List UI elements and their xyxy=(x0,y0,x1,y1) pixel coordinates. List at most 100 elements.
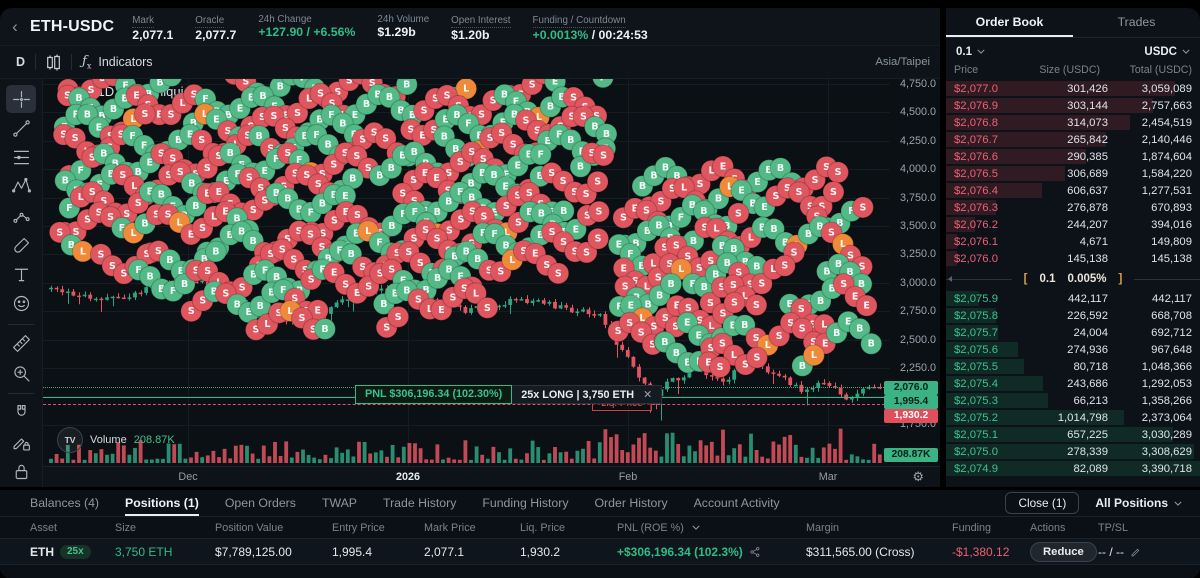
header-pnl-roe-[interactable]: PNL (ROE %) xyxy=(617,522,806,534)
price-axis-label: 4,000.0 xyxy=(899,163,936,176)
trend-line-icon xyxy=(12,120,30,137)
tool-ruler[interactable] xyxy=(6,330,36,358)
emoji-icon xyxy=(13,296,29,312)
timezone-label[interactable]: Asia/Taipei xyxy=(875,56,930,68)
text-icon xyxy=(14,268,28,282)
position-row[interactable]: ETH 25x 3,750 ETH $7,789,125.00 1,995.4 … xyxy=(0,538,1200,565)
tradingview-logo[interactable]: TV xyxy=(57,427,83,453)
tool-forecast[interactable] xyxy=(6,202,36,230)
zoom-in-icon xyxy=(13,366,30,382)
positions-tabs: Balances (4) Positions (1) Open Orders TWAP… xyxy=(0,490,1200,517)
tool-emoji[interactable] xyxy=(6,290,36,318)
ask-row[interactable]: $2,076.4 606,637 1,277,531 xyxy=(946,182,1200,199)
indicators-button[interactable]: ƒx Indicators xyxy=(72,54,163,71)
time-axis[interactable]: ⚙ Dec 2026 Feb Mar xyxy=(43,466,940,487)
price-axis-label: 3,250.0 xyxy=(899,248,936,261)
ask-row[interactable]: $2,076.5 306,689 1,584,220 xyxy=(946,165,1200,182)
fib-retracement-icon xyxy=(13,150,29,165)
tab-balances-4-[interactable]: Balances (4) xyxy=(30,496,100,510)
tool-zoom-in[interactable] xyxy=(6,359,36,387)
tab-positions-1-[interactable]: Positions (1) xyxy=(125,490,199,516)
ask-row[interactable]: $2,076.0 145,138 145,138 xyxy=(946,250,1200,267)
entry-price-tag: 1,995.4 xyxy=(884,395,938,409)
tab-open-orders[interactable]: Open Orders xyxy=(224,496,296,510)
tab-order-history[interactable]: Order History xyxy=(594,496,668,510)
tool-crosshair[interactable] xyxy=(6,85,36,114)
ask-row[interactable]: $2,076.7 265,842 2,140,446 xyxy=(946,131,1200,148)
price-axis-label: 2,750.0 xyxy=(899,305,936,318)
price-axis-label: 4,250.0 xyxy=(899,134,936,147)
tool-fib-retracement[interactable] xyxy=(6,143,36,171)
spread-row[interactable]: [ 0.1 0.005% ] xyxy=(946,267,1200,290)
ask-depth-bar xyxy=(946,132,1107,147)
tab-twap[interactable]: TWAP xyxy=(321,496,358,510)
bid-row[interactable]: $2,075.2 1,014,798 2,373,064 xyxy=(946,409,1200,426)
ask-depth-bar xyxy=(946,115,1130,130)
ask-row[interactable]: $2,076.9 303,144 2,757,663 xyxy=(946,97,1200,114)
symbol-title[interactable]: ETH-USDC xyxy=(30,17,115,35)
ask-size: 306,689 xyxy=(1067,167,1108,180)
axis-settings-gear-icon[interactable]: ⚙ xyxy=(912,469,924,484)
price-axis-label: 3,000.0 xyxy=(899,276,936,289)
chart-area[interactable]: Liq. Price PNL $306,196.34 (102.30%) 25x… xyxy=(43,79,890,466)
cell-tpsl: -- / -- xyxy=(1098,545,1198,559)
volume-legend: TV Volume 208.87K xyxy=(57,427,175,453)
ask-depth-bar xyxy=(946,81,1176,96)
bid-row[interactable]: $2,075.7 24,004 692,712 xyxy=(946,324,1200,341)
bid-row[interactable]: $2,075.6 274,936 967,648 xyxy=(946,341,1200,358)
header-margin: Margin xyxy=(806,521,840,534)
unit-dropdown[interactable]: USDC xyxy=(1144,46,1190,58)
close-position-button[interactable]: Close (1) xyxy=(1005,492,1080,514)
price-axis[interactable]: 1,750.0 2,076.0 1,995.4 1,930.2 208.87K … xyxy=(884,78,940,466)
tool-brush[interactable] xyxy=(6,231,36,259)
share-icon[interactable] xyxy=(749,546,761,558)
price-axis-label: 3,750.0 xyxy=(899,191,936,204)
bid-row[interactable]: $2,075.9 442,117 442,117 xyxy=(946,290,1200,307)
pnl-tooltip[interactable]: PNL $306,196.34 (102.30%) 25x LONG | 3,7… xyxy=(355,385,663,404)
tool-text[interactable] xyxy=(6,260,36,288)
bid-total: 692,712 xyxy=(1151,326,1192,339)
close-tooltip-icon[interactable]: ✕ xyxy=(643,389,653,401)
back-chevron-icon[interactable]: ‹ xyxy=(12,16,18,36)
tool-magnet[interactable] xyxy=(6,399,36,427)
tab-funding-history[interactable]: Funding History xyxy=(482,496,569,510)
brush-icon xyxy=(13,237,29,253)
ask-row[interactable]: $2,076.1 4,671 149,809 xyxy=(946,233,1200,250)
bid-row[interactable]: $2,075.0 278,339 3,308,629 xyxy=(946,443,1200,460)
bid-depth-bar xyxy=(946,308,997,323)
tool-xabcd-pattern[interactable] xyxy=(6,173,36,201)
tool-trend-line[interactable] xyxy=(6,114,36,142)
bid-total: 1,358,266 xyxy=(1141,394,1192,407)
stat-value: 2,077.7 xyxy=(195,28,237,42)
tick-size-dropdown[interactable]: 0.1 xyxy=(956,46,985,58)
bid-price: $2,075.6 xyxy=(954,343,998,356)
ask-row[interactable]: $2,076.8 314,073 2,454,519 xyxy=(946,114,1200,131)
bid-row[interactable]: $2,075.8 226,592 668,708 xyxy=(946,307,1200,324)
bid-row[interactable]: $2,075.3 66,213 1,358,266 xyxy=(946,392,1200,409)
tab-trades[interactable]: Trades xyxy=(1117,15,1156,29)
ask-row[interactable]: $2,076.6 290,385 1,874,604 xyxy=(946,148,1200,165)
tool-lock[interactable] xyxy=(6,458,36,486)
bid-row[interactable]: $2,075.5 80,718 1,048,366 xyxy=(946,358,1200,375)
tab-order-book[interactable]: Order Book xyxy=(946,8,1073,37)
tab-account-activity[interactable]: Account Activity xyxy=(693,496,780,510)
candle-style-button[interactable] xyxy=(36,54,71,71)
ask-depth-bar xyxy=(946,200,997,215)
interval-button[interactable]: D xyxy=(16,55,26,69)
cell-position-value: $7,789,125.00 xyxy=(215,544,292,559)
bid-row[interactable]: $2,074.9 82,089 3,390,718 xyxy=(946,460,1200,477)
ask-row[interactable]: $2,076.2 244,207 394,016 xyxy=(946,216,1200,233)
tab-trade-history[interactable]: Trade History xyxy=(383,496,457,510)
spread-arrow-icon xyxy=(948,275,952,282)
reduce-button[interactable]: Reduce xyxy=(1030,541,1097,562)
cell-liq-price: 1,930.2 xyxy=(520,544,561,559)
edit-pencil-icon[interactable] xyxy=(1130,546,1142,558)
ask-row[interactable]: $2,076.3 276,878 670,893 xyxy=(946,199,1200,216)
ask-depth-bar xyxy=(946,251,957,266)
tool-draw-lock[interactable] xyxy=(6,429,36,457)
bid-row[interactable]: $2,075.4 243,686 1,292,053 xyxy=(946,375,1200,392)
bid-row[interactable]: $2,075.1 657,225 3,030,289 xyxy=(946,426,1200,443)
ask-price: $2,077.0 xyxy=(954,82,998,95)
all-positions-dropdown[interactable]: All Positions xyxy=(1095,496,1182,510)
ask-row[interactable]: $2,077.0 301,426 3,059,089 xyxy=(946,80,1200,97)
